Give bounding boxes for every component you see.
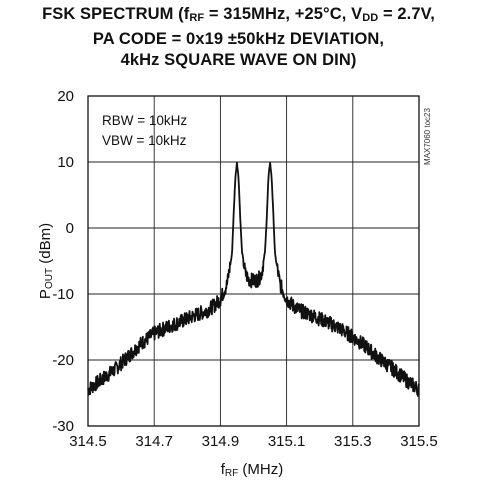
spectrum-trace <box>87 161 420 397</box>
x-tick-labels: 314.5 314.7 314.9 315.1 315.3 315.5 <box>69 433 438 450</box>
title-line-1: FSK SPECTRUM (fRF = 315MHz, +25°C, VDD =… <box>42 5 435 24</box>
figure-id-label: MAX7060 toc23 <box>423 108 432 165</box>
y-axis-label: POUT (dBm) <box>37 223 55 299</box>
y-tick-label: -20 <box>52 352 74 369</box>
x-tick-label: 314.9 <box>202 433 240 450</box>
x-tick-label: 315.3 <box>334 433 372 450</box>
vbw-annotation: VBW = 10kHz <box>102 133 187 148</box>
title-line-2: PA CODE = 0x19 ±50kHz DEVIATION, <box>92 30 385 48</box>
y-tick-label: 20 <box>57 88 74 105</box>
x-axis-label: fRF (MHz) <box>221 461 284 479</box>
x-tick-label: 315.1 <box>268 433 306 450</box>
y-tick-labels: 20 10 0 -10 -20 -30 <box>52 88 74 435</box>
rbw-annotation: RBW = 10kHz <box>102 113 187 128</box>
y-tick-label: -10 <box>52 286 74 303</box>
y-tick-label: 0 <box>66 220 74 237</box>
grid <box>88 96 419 426</box>
title-line-3: 4kHz SQUARE WAVE ON DIN) <box>120 51 357 69</box>
chart-title: FSK SPECTRUM (fRF = 315MHz, +25°C, VDD =… <box>0 4 477 71</box>
x-tick-label: 314.7 <box>135 433 173 450</box>
annotation-box: RBW = 10kHz VBW = 10kHz <box>102 113 187 148</box>
y-tick-label: -30 <box>52 418 74 435</box>
y-tick-label: 10 <box>57 154 74 171</box>
x-tick-label: 314.5 <box>69 433 107 450</box>
x-tick-label: 315.5 <box>400 433 438 450</box>
plot-frame <box>87 95 420 427</box>
